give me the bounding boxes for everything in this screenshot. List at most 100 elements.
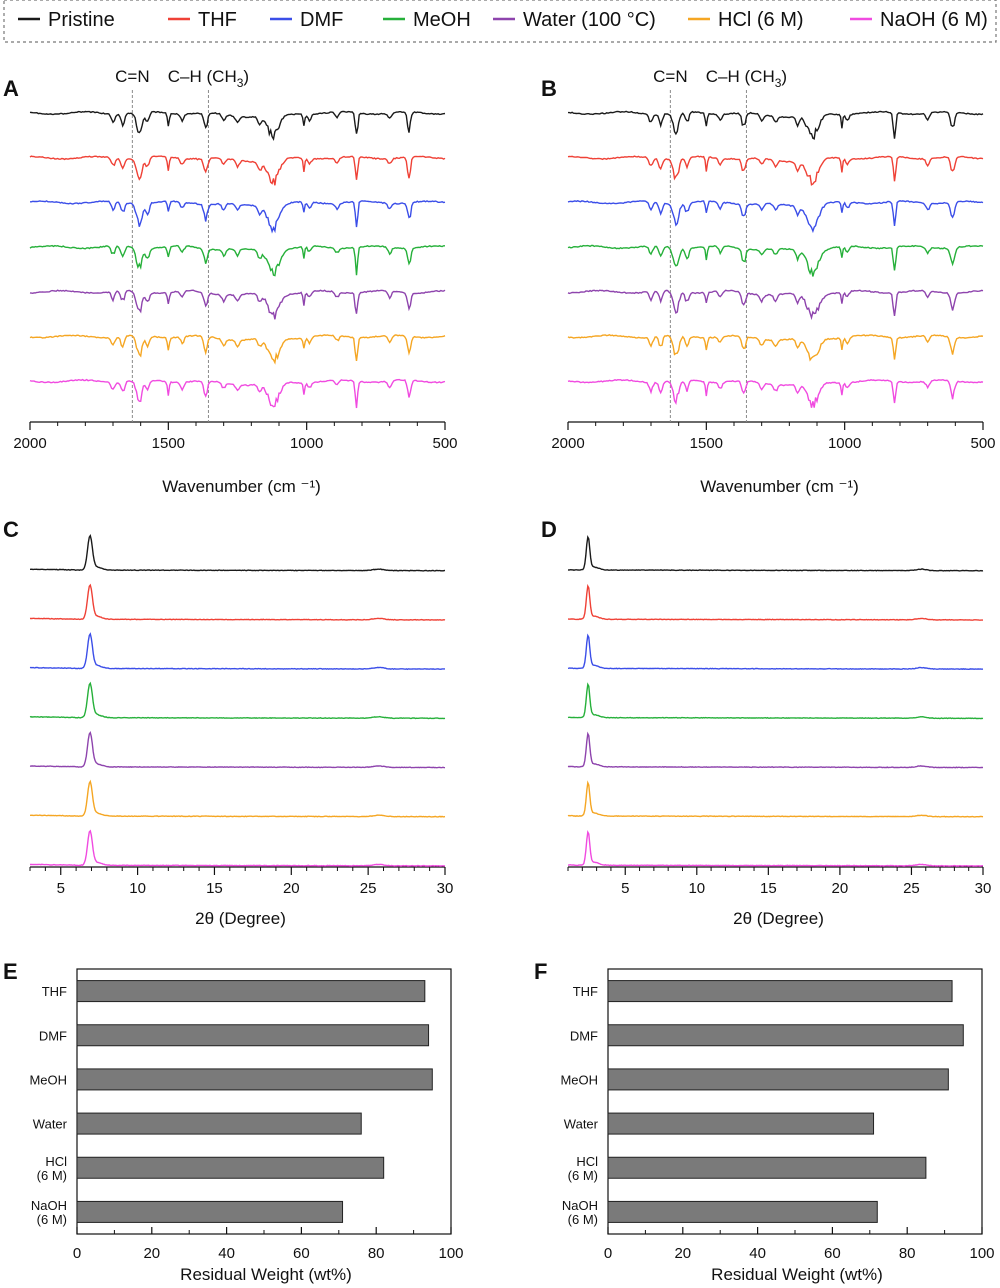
legend: Pristine THF DMF MeOH Water (100 °C) HCl (6 M…	[3, 0, 997, 43]
y-tick-label: DMF	[570, 1028, 598, 1043]
pattern-line	[567, 633, 984, 671]
y-tick-label-line: Water	[564, 1117, 599, 1132]
legend-item: MeOH	[383, 9, 471, 31]
legend-item: Pristine	[18, 9, 115, 31]
x-tick-label: 20	[283, 880, 300, 897]
spectrum-line	[29, 289, 446, 320]
y-tick-label-line: THF	[573, 984, 598, 999]
x-tick-label: 15	[760, 880, 777, 897]
x-tick-label: 1000	[290, 435, 323, 452]
legend-item: DMF	[270, 9, 343, 31]
x-tick-label: 100	[969, 1245, 994, 1262]
y-tick-label: NaOH (6 M)	[562, 1198, 598, 1227]
spectrum-line	[568, 110, 984, 140]
x-tick-label: 5	[57, 880, 65, 897]
panel-letter: F	[534, 959, 547, 984]
y-tick-label-line: (6 M)	[37, 1212, 67, 1227]
spectrum-line	[567, 378, 984, 408]
x-tick-label: 40	[218, 1245, 235, 1262]
y-tick-label-line: (6 M)	[568, 1212, 598, 1227]
annotation-text: C=N	[653, 67, 687, 86]
spectrum-line	[29, 110, 446, 141]
x-tick-label: 60	[824, 1245, 841, 1262]
y-tick-label: THF	[573, 984, 598, 999]
legend-label: Water (100 °C)	[523, 9, 656, 31]
x-axis-label: Residual Weight (wt%)	[711, 1265, 883, 1284]
pattern-line	[567, 780, 984, 818]
annotation-close: )	[781, 67, 787, 86]
pattern-line	[567, 535, 984, 572]
annotation-text: C–H (CH	[706, 67, 775, 86]
plot-frame	[607, 968, 983, 1235]
spectrum-line	[567, 289, 984, 321]
bar	[607, 1112, 875, 1135]
x-tick-label: 20	[832, 880, 849, 897]
y-tick-label: DMF	[39, 1028, 67, 1043]
x-tick-label: 80	[368, 1245, 385, 1262]
x-tick-label: 10	[688, 880, 705, 897]
x-tick-label: 25	[903, 880, 920, 897]
spectrum-line	[29, 244, 445, 277]
y-tick-label-line: HCl	[45, 1154, 67, 1169]
band-annotation: C–H (CH3)	[706, 67, 787, 90]
x-tick-label: 10	[129, 880, 146, 897]
x-tick-label: 30	[437, 880, 454, 897]
y-tick-label: HCl (6 M)	[568, 1154, 598, 1183]
spectrum-line	[29, 155, 446, 186]
y-tick-label: Water	[33, 1117, 68, 1132]
legend-label: THF	[198, 9, 237, 31]
pattern-line	[29, 730, 446, 769]
x-tick-label: 15	[206, 880, 223, 897]
legend-label: MeOH	[413, 9, 471, 31]
plot-frame	[76, 968, 452, 1235]
x-tick-label: 25	[360, 880, 377, 897]
y-tick-label-line: HCl	[576, 1154, 598, 1169]
x-tick-label: 500	[432, 435, 457, 452]
bar	[76, 1112, 362, 1135]
y-tick-label-line: THF	[42, 984, 67, 999]
x-tick-label: 20	[674, 1245, 691, 1262]
y-tick-label: NaOH (6 M)	[31, 1198, 67, 1227]
panel-letter: C	[3, 517, 19, 542]
x-tick-label: 5	[621, 880, 629, 897]
bar	[607, 980, 953, 1003]
panel-B-ir: B 2000 1500 1000 500 Wavenumber (cm ⁻¹) C=N C–H…	[541, 67, 996, 496]
bar	[76, 1156, 385, 1179]
spectrum-line	[567, 155, 984, 186]
pattern-line	[29, 681, 446, 720]
x-tick-label: 40	[749, 1245, 766, 1262]
y-tick-label: HCl (6 M)	[37, 1154, 67, 1183]
pattern-line	[568, 583, 983, 621]
x-tick-label: 20	[143, 1245, 160, 1262]
y-tick-label-line: NaOH	[31, 1198, 67, 1213]
band-annotation: C=N	[653, 67, 687, 86]
annotation-sub: 3	[237, 76, 244, 90]
y-tick-label-line: (6 M)	[37, 1168, 67, 1183]
pattern-line	[29, 583, 446, 621]
y-tick-label: Water	[564, 1117, 599, 1132]
bar	[607, 1200, 878, 1223]
x-tick-label: 2000	[13, 435, 46, 452]
legend-box	[3, 0, 997, 43]
x-tick-label: 100	[438, 1245, 463, 1262]
x-tick-label: 0	[604, 1245, 612, 1262]
panel-letter: B	[541, 76, 557, 101]
y-tick-label-line: DMF	[39, 1028, 67, 1043]
pattern-line	[30, 534, 446, 572]
spectrum-line	[567, 334, 984, 362]
y-tick-label-line: Water	[33, 1117, 68, 1132]
spectrum-line	[30, 200, 446, 234]
pattern-line	[29, 829, 446, 867]
annotation-text: C=N	[115, 67, 149, 86]
bar	[76, 1068, 433, 1091]
annotation-text: C–H (CH	[168, 67, 237, 86]
y-tick-label-line: MeOH	[29, 1072, 67, 1087]
x-tick-label: 1500	[690, 435, 723, 452]
band-annotation: C=N	[115, 67, 149, 86]
legend-label: HCl (6 M)	[718, 9, 804, 31]
y-tick-label-line: (6 M)	[568, 1168, 598, 1183]
panel-letter: A	[3, 76, 19, 101]
x-tick-label: 2000	[551, 435, 584, 452]
bar	[607, 1156, 927, 1179]
